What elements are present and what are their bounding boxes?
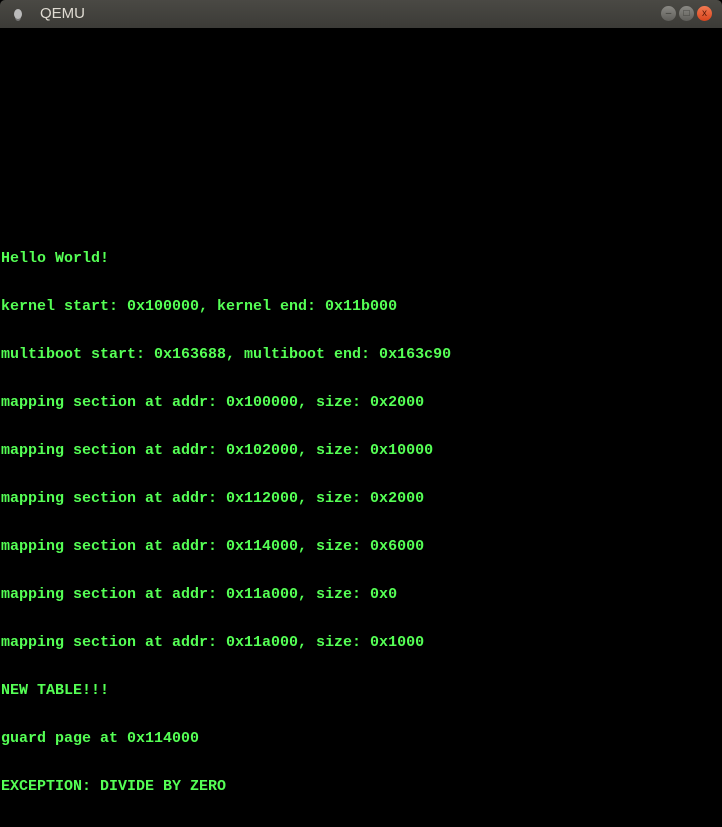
title-bar[interactable]: QEMU – □ x [0,0,722,28]
console-line: kernel start: 0x100000, kernel end: 0x11… [1,298,398,315]
qemu-app-icon [14,9,22,19]
console-line: mapping section at addr: 0x11a000, size:… [1,634,425,651]
close-button[interactable]: x [697,6,712,21]
maximize-button[interactable]: □ [679,6,694,21]
console-line: mapping section at addr: 0x112000, size:… [1,490,425,507]
window-title: QEMU [40,5,85,22]
console-line: mapping section at addr: 0x100000, size:… [1,394,425,411]
console-line: mapping section at addr: 0x11a000, size:… [1,586,398,603]
console-line: EXCEPTION: DIVIDE BY ZERO [1,778,227,795]
minimize-button[interactable]: – [661,6,676,21]
console-output: Hello World! kernel start: 0x100000, ker… [1,219,451,827]
vm-display[interactable]: Hello World! kernel start: 0x100000, ker… [0,28,722,795]
console-line: Hello World! [1,250,110,267]
console-line: mapping section at addr: 0x114000, size:… [1,538,425,555]
console-line: mapping section at addr: 0x102000, size:… [1,442,434,459]
console-line: multiboot start: 0x163688, multiboot end… [1,346,452,363]
console-line: NEW TABLE!!! [1,682,110,699]
console-line: guard page at 0x114000 [1,730,200,747]
